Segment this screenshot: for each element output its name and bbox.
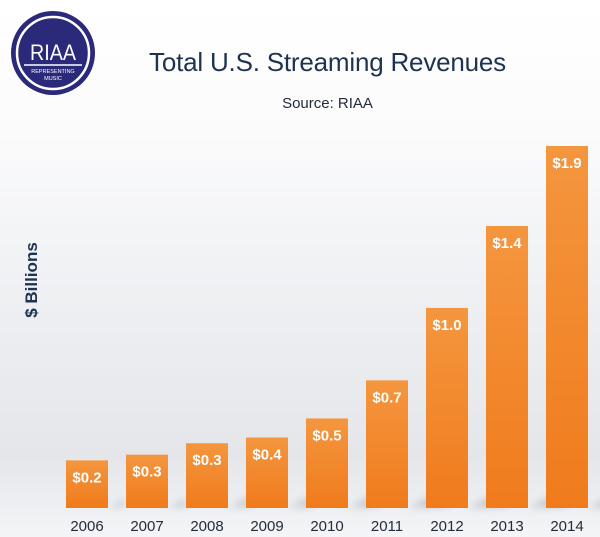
bar-2007 bbox=[126, 454, 168, 508]
x-tick-label-2009: 2009 bbox=[250, 518, 283, 535]
data-label-2006: $0.2 bbox=[72, 469, 101, 486]
bar-2011 bbox=[366, 380, 408, 508]
x-tick-label-2010: 2010 bbox=[310, 518, 343, 535]
logo-tagline-2: MUSIC bbox=[44, 76, 62, 82]
data-label-2012: $1.0 bbox=[432, 317, 461, 334]
x-tick-label-2008: 2008 bbox=[190, 518, 223, 535]
bar-shadow bbox=[588, 502, 600, 508]
data-label-2010: $0.5 bbox=[312, 427, 341, 444]
x-tick-label-2007: 2007 bbox=[130, 518, 163, 535]
bar-shadow bbox=[228, 496, 251, 508]
logo-outer-circle bbox=[11, 11, 95, 95]
chart-subtitle: Source: RIAA bbox=[282, 95, 373, 112]
bar-shadow bbox=[108, 499, 125, 508]
logo-main-text: RIAA bbox=[30, 40, 76, 65]
logo-inner-ring bbox=[15, 15, 91, 91]
data-label-2007: $0.3 bbox=[132, 464, 161, 481]
x-tick-label-2012: 2012 bbox=[430, 518, 463, 535]
bar-2013 bbox=[486, 226, 528, 508]
data-label-2013: $1.4 bbox=[492, 235, 522, 252]
bar-shadow bbox=[168, 498, 187, 508]
x-tick-label-2013: 2013 bbox=[490, 518, 523, 535]
data-label-2008: $0.3 bbox=[192, 452, 221, 469]
riaa-logo: RIAA REPRESENTING MUSIC bbox=[11, 11, 95, 95]
bar-2006 bbox=[66, 460, 108, 508]
data-label-2011: $0.7 bbox=[372, 389, 401, 406]
logo-tagline-1: REPRESENTING bbox=[31, 69, 74, 75]
bar-2010 bbox=[306, 418, 348, 508]
data-label-2009: $0.4 bbox=[252, 447, 282, 464]
bar-2014 bbox=[546, 146, 588, 508]
bar-2012 bbox=[426, 307, 468, 508]
bar-2008 bbox=[186, 443, 228, 508]
data-label-2014: $1.9 bbox=[552, 155, 581, 172]
x-tick-label-2011: 2011 bbox=[371, 518, 403, 535]
bar-2009 bbox=[246, 437, 288, 508]
chart-title: Total U.S. Streaming Revenues bbox=[149, 47, 506, 77]
x-tick-label-2006: 2006 bbox=[70, 518, 103, 535]
x-tick-label-2014: 2014 bbox=[550, 518, 583, 535]
